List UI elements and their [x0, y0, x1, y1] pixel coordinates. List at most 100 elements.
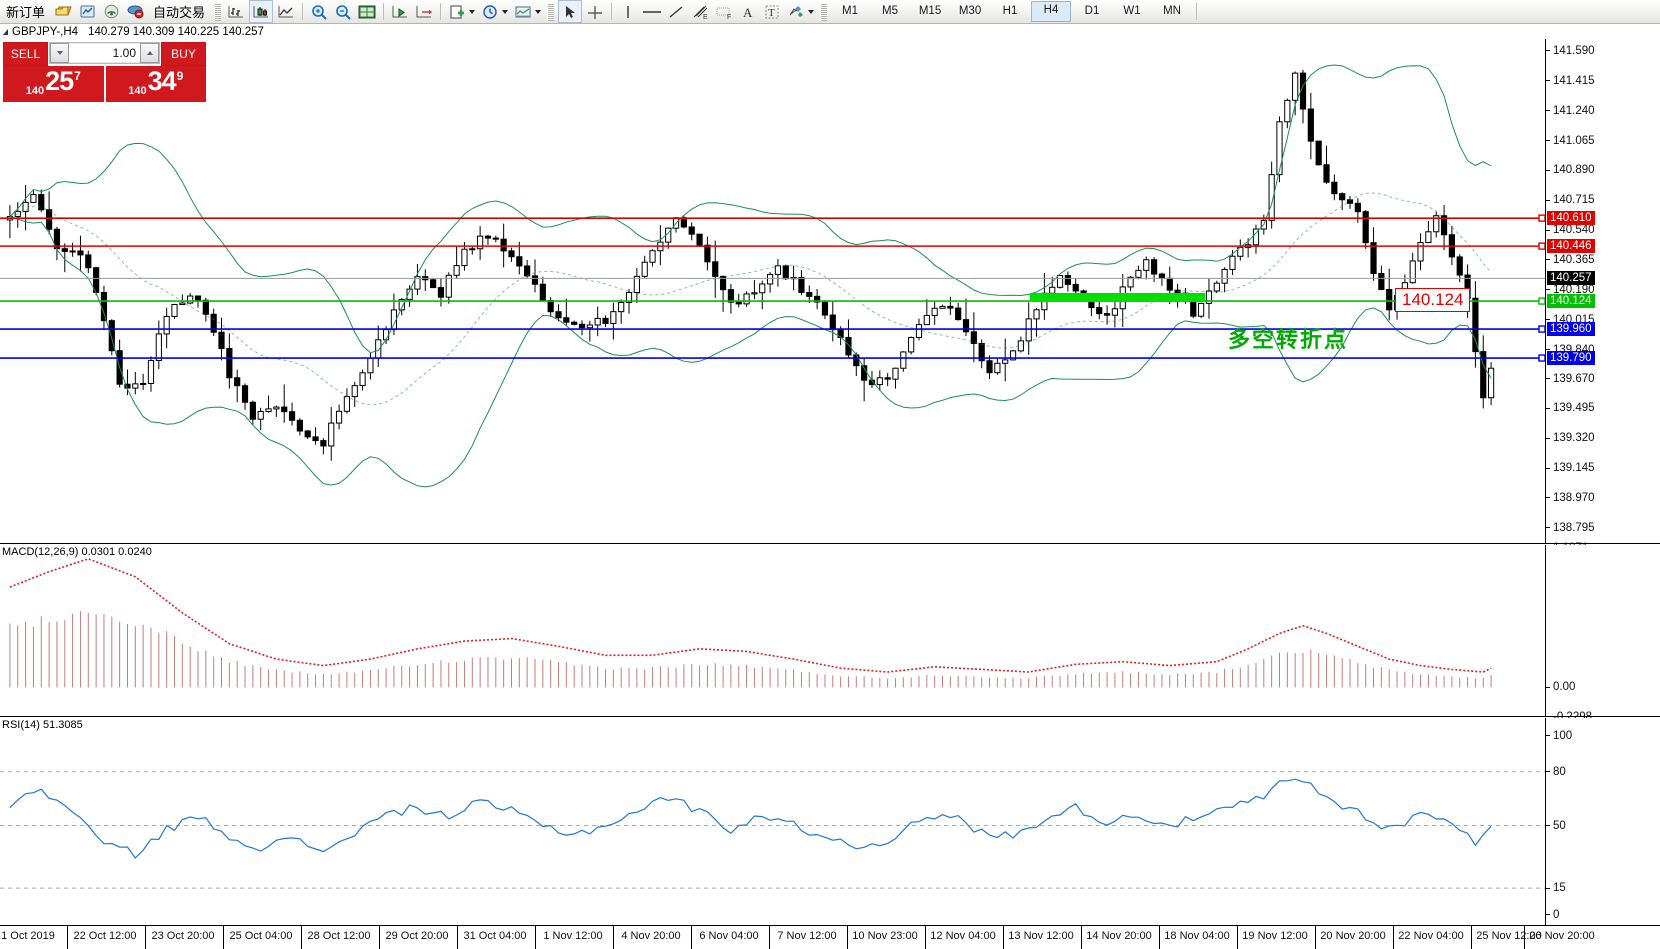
- rsi-axis-tick: 100: [1546, 730, 1572, 742]
- price-tag-support[interactable]: 139.790: [1547, 351, 1595, 366]
- expert-advisor-icon[interactable]: [124, 1, 146, 22]
- time-axis-label: 31 Oct 04:00: [463, 930, 527, 942]
- price-plot-area[interactable]: 多空转折点 140.124: [0, 39, 1545, 544]
- zoom-in-icon[interactable]: [308, 1, 330, 22]
- signals-icon[interactable]: [76, 1, 98, 22]
- macd-axis[interactable]: 0.00 -0.2298: [1545, 545, 1660, 723]
- time-axis[interactable]: 1 Oct 2019 22 Oct 12:00 23 Oct 20:00 25 Oct…: [0, 925, 1660, 949]
- buy-price-display[interactable]: 140 34 9: [105, 66, 206, 102]
- tile-windows-icon[interactable]: [356, 1, 378, 22]
- rsi-pane[interactable]: RSI(14) 51.3085 100 80 50 15 0: [0, 718, 1660, 925]
- crosshair-icon[interactable]: [584, 1, 606, 22]
- price-axis[interactable]: 141.590 141.415 141.240 141.065 140.890 140.7…: [1545, 39, 1660, 554]
- autotrading-button[interactable]: 自动交易: [153, 5, 206, 20]
- label-icon[interactable]: T: [761, 1, 783, 22]
- shift-chart-icon[interactable]: [389, 1, 411, 22]
- sell-price-display[interactable]: 140 25 7: [3, 66, 106, 102]
- timeframe-mn[interactable]: MN: [1163, 5, 1181, 17]
- timeframe-m15[interactable]: M15: [918, 5, 942, 17]
- pane-divider: [0, 543, 1660, 544]
- price-tag-support[interactable]: 139.960: [1547, 322, 1595, 337]
- rsi-indicator-label: RSI(14) 51.3085: [2, 719, 83, 731]
- vline-icon[interactable]: [617, 1, 639, 22]
- symbol-info-bar: GBPJPY-,H4 140.279 140.309 140.225 140.2…: [0, 24, 1660, 39]
- price-pane[interactable]: 多空转折点 140.124 141.590 141.415 141.240 141.0…: [0, 39, 1660, 554]
- zoom-out-icon[interactable]: [332, 1, 354, 22]
- fibonacci-icon[interactable]: E: [689, 1, 711, 22]
- new-object-dropdown-arrow[interactable]: [469, 9, 476, 14]
- trendline-icon[interactable]: [665, 1, 687, 22]
- text-icon[interactable]: A: [737, 1, 759, 22]
- collapse-triangle-icon[interactable]: [3, 28, 8, 35]
- time-axis-tick: [223, 926, 224, 949]
- sell-button[interactable]: SELL: [3, 42, 48, 66]
- price-tag-support[interactable]: 140.124: [1547, 294, 1595, 309]
- volume-input[interactable]: 1.00: [69, 44, 140, 62]
- toolbar-grip[interactable]: [547, 2, 555, 21]
- toolbar-grip[interactable]: [820, 2, 828, 21]
- timeframe-h4[interactable]: H4: [1031, 1, 1072, 22]
- line-chart-icon[interactable]: [275, 1, 297, 22]
- time-axis-label: 6 Nov 04:00: [699, 930, 759, 942]
- price-tag-resistance[interactable]: 140.610: [1547, 211, 1595, 226]
- time-axis-tick: [1471, 926, 1472, 949]
- time-axis-tick: [769, 926, 770, 949]
- macd-pane[interactable]: MACD(12,26,9) 0.0301 0.0240 0.00 -0.2298: [0, 545, 1660, 723]
- candlestick-chart-icon[interactable]: [249, 0, 274, 23]
- volume-increment-button[interactable]: [140, 43, 159, 63]
- time-axis-label: 23 Oct 20:00: [151, 930, 215, 942]
- timeframe-w1[interactable]: W1: [1123, 5, 1141, 17]
- price-callout-label[interactable]: 140.124: [1395, 288, 1471, 313]
- rsi-axis[interactable]: 100 80 50 15 0: [1545, 718, 1660, 925]
- time-axis-tick: [613, 926, 614, 949]
- time-axis-label: 28 Oct 12:00: [307, 930, 371, 942]
- autoscroll-icon[interactable]: [413, 1, 435, 22]
- volume-decrement-button[interactable]: [50, 43, 69, 63]
- bar-chart-icon[interactable]: [225, 1, 247, 22]
- timeframe-m5[interactable]: M5: [882, 5, 899, 17]
- macd-plot-area[interactable]: [0, 545, 1545, 717]
- volume-stepper[interactable]: 1.00: [49, 42, 160, 64]
- price-axis-tick: 141.240: [1546, 105, 1595, 117]
- time-axis-tick: [847, 926, 848, 949]
- channel-icon[interactable]: F: [713, 1, 735, 22]
- price-axis-tick: 138.795: [1546, 522, 1595, 534]
- period-dropdown-arrow[interactable]: [502, 9, 509, 14]
- highlight-rectangle[interactable]: [1030, 293, 1205, 303]
- new-object-icon[interactable]: [446, 1, 468, 22]
- wifi-icon[interactable]: [100, 1, 122, 22]
- indicators-icon[interactable]: [512, 1, 534, 22]
- timeframe-d1[interactable]: D1: [1084, 5, 1100, 17]
- sell-price-main: 25: [45, 66, 74, 96]
- rsi-axis-tick: 15: [1546, 882, 1566, 894]
- toolbar-grip[interactable]: [214, 2, 222, 21]
- hline-icon[interactable]: [641, 1, 663, 22]
- time-axis-label: 20 Nov 20:00: [1320, 930, 1386, 942]
- time-axis-tick: [145, 926, 146, 949]
- timeframe-h1[interactable]: H1: [1002, 5, 1018, 17]
- chart-panes: 多空转折点 140.124 141.590 141.415 141.240 141.0…: [0, 39, 1660, 925]
- time-axis-label: 13 Nov 12:00: [1008, 930, 1074, 942]
- templates-icon[interactable]: [785, 1, 807, 22]
- templates-dropdown-arrow[interactable]: [808, 9, 815, 14]
- pane-divider: [0, 716, 1660, 717]
- period-icon[interactable]: [479, 1, 501, 22]
- time-axis-tick: [1081, 926, 1082, 949]
- timeframe-m1[interactable]: M1: [842, 5, 859, 17]
- rsi-plot-area[interactable]: [0, 718, 1545, 925]
- price-tag-last-price[interactable]: 140.257: [1547, 271, 1595, 286]
- main-toolbar[interactable]: 新订单 自动交易: [0, 0, 1660, 24]
- toolbar-separator: [611, 3, 613, 20]
- buy-button[interactable]: BUY: [161, 42, 206, 66]
- indicators-dropdown-arrow[interactable]: [535, 9, 542, 14]
- time-axis-tick: [457, 926, 458, 949]
- timeframe-m30[interactable]: M30: [958, 5, 982, 17]
- one-click-trading-panel[interactable]: SELL 1.00 BUY 140 25 7 140 34 9: [3, 42, 206, 102]
- folder-icon[interactable]: [52, 1, 74, 22]
- time-axis-label: 22 Nov 04:00: [1398, 930, 1464, 942]
- time-axis-tick: [1393, 926, 1394, 949]
- new-order-button[interactable]: 新订单: [6, 5, 46, 20]
- price-tag-resistance[interactable]: 140.446: [1547, 239, 1595, 254]
- cursor-icon[interactable]: [558, 0, 583, 23]
- toolbar-separator: [302, 3, 304, 20]
